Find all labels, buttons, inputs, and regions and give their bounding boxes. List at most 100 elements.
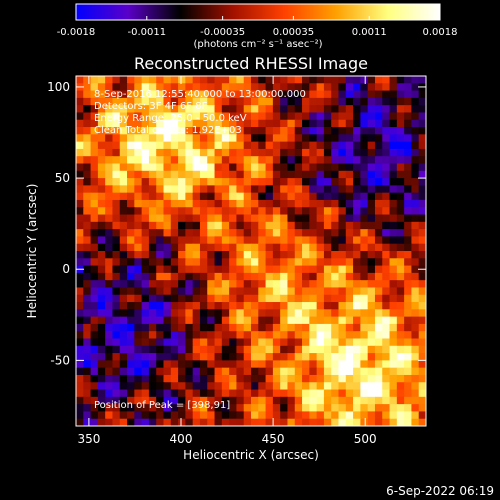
heatmap-cell [141,404,150,413]
heatmap-cell [105,112,114,121]
heatmap-cell [396,345,405,354]
heatmap-cell [192,367,201,376]
heatmap-cell [178,338,186,347]
heatmap-cell [287,316,296,325]
heatmap-cell [192,83,201,92]
heatmap-cell [323,229,332,238]
heatmap-cell [272,338,281,347]
heatmap-cell [389,411,398,420]
heatmap-cell [374,382,383,391]
colorbar-tick-label: 0.0011 [352,27,387,38]
heatmap-cell [185,199,194,208]
heatmap-cell [404,97,413,106]
heatmap-cell [374,199,383,208]
heatmap-cell [170,338,179,347]
heatmap-cell [221,127,230,135]
heatmap-cell [221,272,230,281]
heatmap-cell [411,396,420,405]
heatmap-cell [192,229,201,238]
heatmap-cell [156,309,165,318]
heatmap-cell [229,367,238,376]
heatmap-cell [265,185,274,194]
heatmap-cell [112,374,121,383]
heatmap-cell [76,280,84,289]
heatmap-cell [83,382,92,391]
heatmap-cell [345,389,354,398]
heatmap-cell [258,83,267,92]
heatmap-cell [265,302,274,310]
heatmap-cell [199,127,208,135]
heatmap-cell [374,236,383,245]
heatmap-cell [134,360,143,369]
heatmap-cell [207,76,216,84]
heatmap-cell [112,134,121,143]
heatmap-cell [178,185,186,194]
heatmap-cell [272,134,281,143]
heatmap-cell [76,163,84,172]
heatmap-cell [156,272,165,281]
heatmap-cell [316,163,325,172]
heatmap-cell [418,236,426,245]
heatmap-cell [287,192,296,201]
heatmap-cell [83,229,92,238]
heatmap-cell [185,411,194,420]
heatmap-cell [374,309,383,318]
heatmap-cell [214,382,223,391]
heatmap-cell [404,316,413,325]
heatmap-cell [389,287,398,296]
heatmap-cell [119,236,128,245]
heatmap-cell [258,389,267,398]
heatmap-cell [323,323,332,332]
heatmap-cell [389,353,398,361]
heatmap-cell [119,382,128,391]
heatmap-cell [83,207,92,216]
heatmap-cell [141,156,150,165]
heatmap-cell [367,331,376,340]
heatmap-cell [389,192,398,201]
heatmap-cell [141,170,150,179]
heatmap-cell [396,229,405,238]
heatmap-cell [112,112,121,121]
heatmap-cell [163,360,172,369]
heatmap-cell [112,148,121,157]
heatmap-cell [265,265,274,274]
heatmap-cell [287,367,296,376]
heatmap-cell [418,199,426,208]
heatmap-cell [221,287,230,296]
heatmap-cell [345,214,354,223]
heatmap-cell [258,302,267,310]
heatmap-cell [411,338,420,347]
heatmap-cell [141,374,150,383]
heatmap-cell [360,258,369,267]
heatmap-cell [207,411,216,420]
heatmap-cell [367,294,376,303]
heatmap-cell [83,258,92,267]
heatmap-cell [156,185,165,194]
heatmap-cell [119,258,128,267]
heatmap-cell [141,199,150,208]
heatmap-cell [148,331,157,340]
heatmap-cell [309,374,318,383]
heatmap-cell [134,367,143,376]
heatmap-cell [163,148,172,157]
heatmap-cell [287,302,296,310]
heatmap-cell [272,83,281,92]
heatmap-cell [185,367,194,376]
heatmap-cell [199,294,208,303]
heatmap-cell [134,404,143,413]
heatmap-cell [302,90,310,99]
heatmap-cell [83,338,92,347]
heatmap-cell [134,294,143,303]
heatmap-cell [134,374,143,383]
heatmap-cell [258,76,267,84]
heatmap-cell [207,243,216,252]
heatmap-cell [272,163,281,172]
heatmap-cell [236,396,245,405]
heatmap-cell [272,258,281,267]
heatmap-cell [127,243,135,252]
heatmap-cell [83,287,92,296]
colorbar-tick-label: 0.00035 [273,27,314,38]
heatmap-cell [294,345,303,354]
heatmap-cell [251,236,259,245]
heatmap-cell [119,214,128,223]
